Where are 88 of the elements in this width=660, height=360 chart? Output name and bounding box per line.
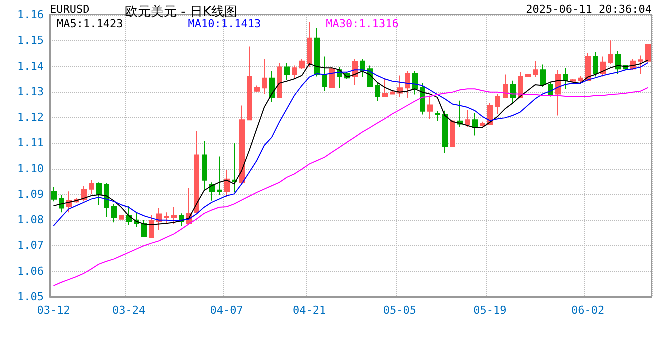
candlestick xyxy=(375,82,380,102)
candlestick xyxy=(126,205,132,226)
x-tick-label: 04-21 xyxy=(293,304,326,317)
candlestick xyxy=(141,220,147,238)
candlestick xyxy=(570,78,576,83)
candlestick xyxy=(465,110,470,128)
candlestick xyxy=(472,112,478,136)
candlestick xyxy=(578,76,583,84)
candlestick xyxy=(435,110,440,122)
candlestick xyxy=(164,212,169,225)
text: MA30:1.1316 xyxy=(326,18,399,30)
candlestick xyxy=(329,66,335,88)
candlestick xyxy=(96,182,102,206)
candlestick xyxy=(104,182,109,218)
candlestick xyxy=(284,62,290,81)
candlestick xyxy=(247,46,252,121)
candlestick xyxy=(262,58,267,95)
annotation: 2025-06-11 20:36:04 xyxy=(526,3,652,16)
y-tick-label: 1.05 xyxy=(18,290,44,304)
y-tick-label: 1.14 xyxy=(18,60,44,73)
candlestick xyxy=(307,22,312,68)
y-tick-label: 1.13 xyxy=(18,85,44,98)
candlestick xyxy=(540,64,546,88)
candlestick xyxy=(360,58,365,78)
x-tick-label: 05-19 xyxy=(474,304,507,317)
candlestick xyxy=(314,28,320,78)
candlestick xyxy=(495,94,500,115)
candlestick xyxy=(503,74,508,99)
candlestick xyxy=(254,85,260,93)
candlestick xyxy=(563,68,568,90)
candlestick xyxy=(59,194,64,214)
candlestick xyxy=(480,121,485,128)
candlestick xyxy=(51,186,57,202)
candlestick xyxy=(510,80,516,105)
candlestick xyxy=(202,140,207,191)
candlestick xyxy=(382,78,388,98)
text: MA5:1.1423 xyxy=(57,18,124,30)
candlestick xyxy=(442,110,448,154)
x-tick-label: 03-24 xyxy=(112,304,146,317)
candlestick xyxy=(269,70,275,103)
candlestick xyxy=(420,82,425,116)
candlestick xyxy=(232,142,237,194)
chart-title: 欧元美元 - 日K线图 xyxy=(125,4,238,20)
candlestick xyxy=(525,74,531,78)
annotation: EURUSD xyxy=(50,3,90,16)
candlestick xyxy=(239,105,245,185)
candlestick xyxy=(405,70,410,99)
candlestick xyxy=(322,56,327,92)
candlestick xyxy=(224,170,230,198)
candlestick xyxy=(277,62,282,98)
candlestick xyxy=(450,120,455,148)
candlestick xyxy=(600,56,606,78)
x-tick-label: 06-02 xyxy=(571,304,605,317)
candlestick xyxy=(119,215,124,220)
line-series xyxy=(53,87,649,286)
y-tick-label: 1.16 xyxy=(18,8,44,22)
x-tick-label: 05-05 xyxy=(383,304,416,317)
candlestick xyxy=(111,204,117,224)
x-tick-label: 03-12 xyxy=(37,304,70,317)
candlestick xyxy=(593,52,598,78)
candlestick xyxy=(299,58,305,70)
candlestick xyxy=(171,207,177,225)
candlestick xyxy=(292,65,297,80)
candlestick xyxy=(615,50,621,74)
candlestick xyxy=(585,52,591,82)
y-tick-label: 1.11 xyxy=(18,136,44,150)
candlestick xyxy=(645,44,651,62)
candlestick xyxy=(194,130,199,214)
candlestick xyxy=(608,40,613,64)
y-tick-label: 1.07 xyxy=(18,239,44,252)
candlestick xyxy=(89,180,94,195)
y-tick-label: 1.06 xyxy=(18,264,44,278)
candlestick xyxy=(217,156,222,196)
candlestick xyxy=(427,95,433,120)
candlestick xyxy=(412,70,418,96)
candlestick xyxy=(533,60,538,78)
y-tick-label: 1.08 xyxy=(18,214,44,227)
candlestick xyxy=(638,55,643,74)
x-tick-label: 04-07 xyxy=(210,304,244,317)
candlestick xyxy=(518,72,523,98)
y-tick-label: 1.10 xyxy=(18,162,44,176)
candlestick xyxy=(390,90,395,96)
candlestick xyxy=(149,214,154,239)
y-tick-label: 1.15 xyxy=(18,34,44,48)
y-tick-label: 1.12 xyxy=(18,111,44,124)
candlestick xyxy=(555,70,561,116)
y-tick-label: 1.09 xyxy=(18,188,44,201)
text: MA10:1.1413 xyxy=(188,18,262,30)
